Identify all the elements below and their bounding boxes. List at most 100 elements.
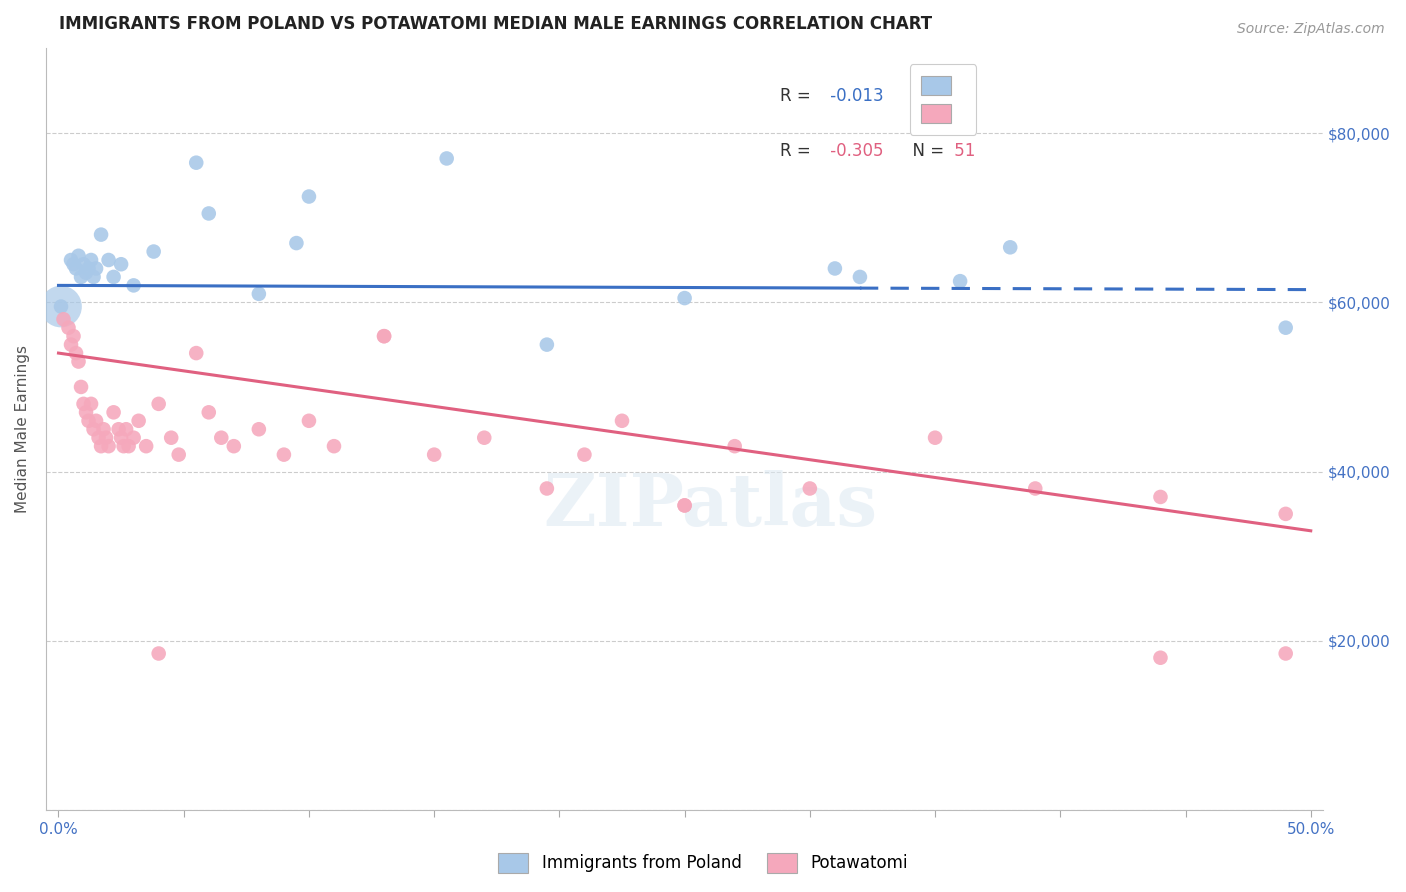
- Point: [72, 257, 94, 271]
- Point: [273, 448, 295, 462]
- Point: [1149, 650, 1171, 665]
- Point: [1274, 507, 1296, 521]
- Point: [62, 329, 84, 343]
- Point: [673, 291, 696, 305]
- Point: [186, 346, 208, 360]
- Text: R =: R =: [780, 87, 811, 105]
- Point: [142, 244, 165, 259]
- Point: [536, 337, 558, 351]
- Point: [72, 397, 94, 411]
- Point: [436, 152, 458, 166]
- Text: IMMIGRANTS FROM POLAND VS POTAWATOMI MEDIAN MALE EARNINGS CORRELATION CHART: IMMIGRANTS FROM POLAND VS POTAWATOMI MED…: [59, 15, 932, 33]
- Point: [186, 155, 208, 169]
- Point: [90, 439, 112, 453]
- Point: [80, 252, 103, 267]
- Y-axis label: Median Male Earnings: Median Male Earnings: [15, 345, 30, 513]
- Point: [97, 439, 120, 453]
- Point: [373, 329, 395, 343]
- Point: [110, 431, 132, 445]
- Point: [83, 269, 105, 284]
- Point: [67, 249, 90, 263]
- Point: [285, 236, 308, 251]
- Point: [70, 269, 93, 284]
- Text: -0.013: -0.013: [825, 87, 884, 105]
- Point: [117, 439, 139, 453]
- Point: [849, 269, 872, 284]
- Point: [128, 414, 150, 428]
- Legend: , : ,: [910, 64, 976, 135]
- Point: [84, 261, 107, 276]
- Point: [167, 448, 190, 462]
- Point: [197, 405, 219, 419]
- Point: [84, 414, 107, 428]
- Text: Source: ZipAtlas.com: Source: ZipAtlas.com: [1237, 22, 1385, 37]
- Point: [112, 439, 135, 453]
- Point: [122, 431, 145, 445]
- Text: ZIPatlas: ZIPatlas: [543, 470, 877, 541]
- Legend: Immigrants from Poland, Potawatomi: Immigrants from Poland, Potawatomi: [492, 847, 914, 880]
- Point: [97, 252, 120, 267]
- Point: [122, 278, 145, 293]
- Point: [60, 252, 83, 267]
- Point: [824, 261, 846, 276]
- Point: [52, 312, 75, 326]
- Point: [197, 206, 219, 220]
- Point: [949, 274, 972, 288]
- Point: [103, 405, 125, 419]
- Point: [298, 414, 321, 428]
- Point: [998, 240, 1021, 254]
- Point: [1024, 482, 1046, 496]
- Text: 51: 51: [949, 142, 976, 161]
- Point: [65, 261, 87, 276]
- Text: -0.305: -0.305: [825, 142, 883, 161]
- Text: R =: R =: [780, 142, 811, 161]
- Point: [148, 647, 170, 661]
- Point: [247, 286, 270, 301]
- Point: [110, 257, 132, 271]
- Point: [77, 414, 100, 428]
- Point: [83, 422, 105, 436]
- Point: [924, 431, 946, 445]
- Point: [160, 431, 183, 445]
- Point: [373, 329, 395, 343]
- Point: [323, 439, 346, 453]
- Point: [536, 482, 558, 496]
- Point: [70, 380, 93, 394]
- Point: [724, 439, 747, 453]
- Point: [49, 300, 72, 314]
- Point: [209, 431, 232, 445]
- Point: [799, 482, 821, 496]
- Point: [423, 448, 446, 462]
- Point: [673, 499, 696, 513]
- Point: [80, 397, 103, 411]
- Point: [222, 439, 245, 453]
- Point: [247, 422, 270, 436]
- Point: [77, 261, 100, 276]
- Point: [574, 448, 596, 462]
- Point: [62, 257, 84, 271]
- Point: [673, 499, 696, 513]
- Point: [298, 189, 321, 203]
- Text: N =: N =: [901, 87, 943, 105]
- Point: [90, 227, 112, 242]
- Point: [49, 300, 72, 314]
- Point: [1149, 490, 1171, 504]
- Point: [75, 405, 97, 419]
- Point: [1274, 320, 1296, 334]
- Point: [87, 431, 110, 445]
- Text: 31: 31: [949, 87, 976, 105]
- Point: [610, 414, 633, 428]
- Text: N =: N =: [901, 142, 943, 161]
- Point: [60, 337, 83, 351]
- Point: [135, 439, 157, 453]
- Point: [1274, 647, 1296, 661]
- Point: [472, 431, 495, 445]
- Point: [115, 422, 138, 436]
- Point: [75, 266, 97, 280]
- Point: [58, 320, 80, 334]
- Point: [65, 346, 87, 360]
- Point: [148, 397, 170, 411]
- Point: [93, 422, 115, 436]
- Point: [67, 354, 90, 368]
- Point: [107, 422, 129, 436]
